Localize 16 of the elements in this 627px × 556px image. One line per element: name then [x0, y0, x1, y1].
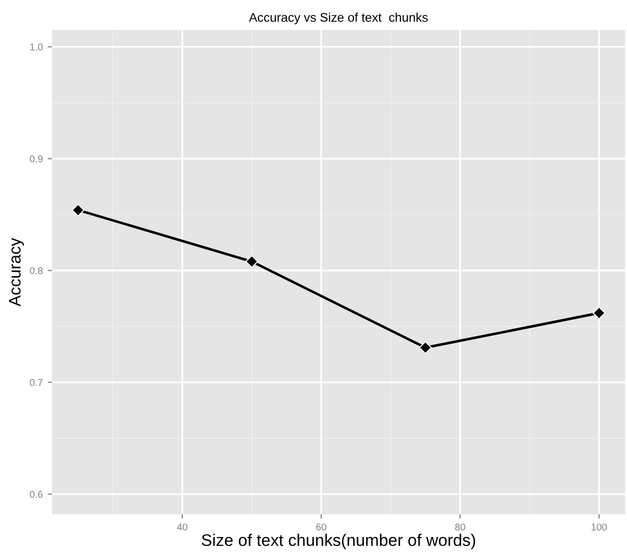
y-axis-title: Accuracy — [9, 238, 24, 306]
point — [418, 341, 432, 354]
x-axis-title: Size of text chunks(number of words) — [202, 534, 476, 550]
y-tick-label: 0.6 — [30, 490, 43, 498]
point — [245, 255, 258, 268]
y-tick-label: 0.9 — [30, 155, 43, 162]
x-tick-label: 40 — [177, 524, 188, 530]
point — [72, 204, 85, 217]
point — [592, 306, 606, 320]
chart-title: Accuracy vs Size of text chunks — [248, 12, 428, 24]
y-tick-label: 0.8 — [30, 267, 43, 274]
x-tick-label: 80 — [455, 524, 466, 530]
y-tick-label: 0.7 — [30, 379, 43, 386]
y-tick-label: 1.0 — [30, 44, 43, 50]
x-tick-label: 100 — [592, 524, 607, 530]
x-tick-label: 60 — [316, 524, 326, 530]
